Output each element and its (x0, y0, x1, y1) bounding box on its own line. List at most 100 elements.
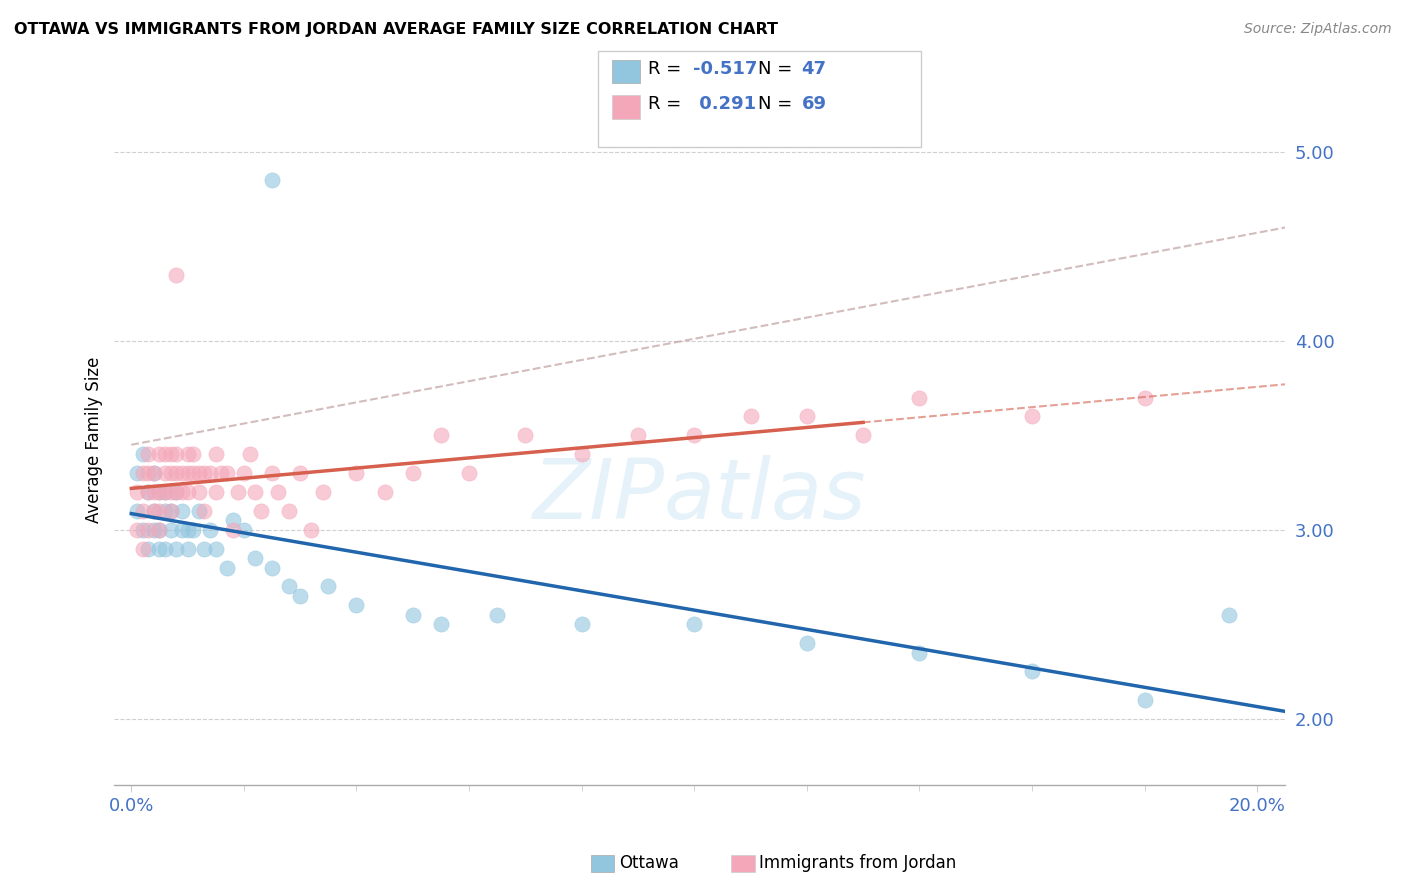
Point (1218, 607, 1240, 622)
Point (266, 485, 288, 500)
Text: Source: ZipAtlas.com: Source: ZipAtlas.com (1244, 22, 1392, 37)
Point (165, 268, 187, 282)
Point (209, 466, 232, 480)
Point (159, 504, 181, 518)
Point (796, 636, 818, 650)
Point (125, 523, 148, 537)
Text: -0.517: -0.517 (693, 60, 758, 78)
Point (312, 485, 335, 500)
Point (402, 466, 425, 480)
Point (170, 485, 193, 500)
Text: ZIPatlas: ZIPatlas (533, 455, 866, 536)
Point (142, 466, 165, 480)
Point (277, 504, 299, 518)
Point (204, 447, 226, 461)
Point (288, 466, 311, 480)
Point (374, 485, 396, 500)
Point (148, 447, 170, 461)
Point (204, 485, 226, 500)
Point (131, 504, 153, 518)
Point (402, 607, 425, 622)
Point (1133, 391, 1156, 405)
Point (170, 523, 193, 537)
Point (125, 504, 148, 518)
Point (193, 541, 215, 556)
Point (204, 541, 226, 556)
Point (221, 513, 243, 527)
Point (458, 466, 481, 480)
Point (215, 560, 238, 574)
Point (165, 485, 187, 500)
Point (153, 447, 176, 461)
Point (852, 428, 875, 442)
Point (136, 485, 159, 500)
Point (277, 579, 299, 593)
Point (288, 589, 311, 603)
Point (159, 485, 181, 500)
Point (136, 541, 159, 556)
Point (1021, 665, 1043, 679)
Point (142, 523, 165, 537)
Point (159, 523, 181, 537)
Point (908, 391, 931, 405)
Point (131, 523, 153, 537)
Point (301, 523, 323, 537)
Text: R =: R = (648, 95, 688, 113)
Point (232, 466, 254, 480)
Point (683, 428, 706, 442)
Text: 47: 47 (801, 60, 827, 78)
Point (176, 541, 198, 556)
Point (243, 485, 266, 500)
Text: 0.291: 0.291 (693, 95, 756, 113)
Point (136, 466, 159, 480)
Point (142, 504, 165, 518)
Point (165, 485, 187, 500)
Point (153, 485, 176, 500)
Point (165, 541, 187, 556)
Point (346, 466, 368, 480)
Text: N =: N = (758, 95, 797, 113)
Point (1133, 692, 1156, 706)
Point (153, 466, 176, 480)
Point (176, 447, 198, 461)
Point (486, 607, 509, 622)
Point (176, 523, 198, 537)
Point (243, 551, 266, 566)
Point (125, 466, 148, 480)
Point (148, 523, 170, 537)
Point (148, 504, 170, 518)
Point (187, 485, 209, 500)
Point (148, 541, 170, 556)
Text: R =: R = (648, 60, 688, 78)
Point (136, 447, 159, 461)
Text: Immigrants from Jordan: Immigrants from Jordan (759, 855, 956, 872)
Point (142, 485, 165, 500)
Point (908, 646, 931, 660)
Point (683, 617, 706, 632)
Point (148, 523, 170, 537)
Point (165, 466, 187, 480)
Point (131, 541, 153, 556)
Point (193, 504, 215, 518)
Point (176, 466, 198, 480)
Point (346, 599, 368, 613)
Point (181, 447, 204, 461)
Point (260, 466, 283, 480)
Point (153, 541, 176, 556)
Point (153, 485, 176, 500)
Point (226, 485, 249, 500)
Point (136, 485, 159, 500)
Point (153, 504, 176, 518)
Point (142, 504, 165, 518)
Point (232, 523, 254, 537)
Point (627, 428, 650, 442)
Point (249, 504, 271, 518)
Point (193, 466, 215, 480)
Point (159, 447, 181, 461)
Point (571, 617, 593, 632)
Point (181, 466, 204, 480)
Point (215, 466, 238, 480)
Point (796, 409, 818, 424)
Point (198, 523, 221, 537)
Point (131, 447, 153, 461)
